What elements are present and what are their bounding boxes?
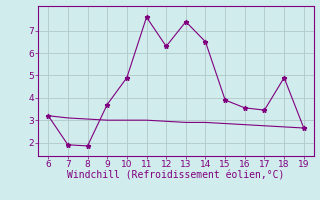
X-axis label: Windchill (Refroidissement éolien,°C): Windchill (Refroidissement éolien,°C) <box>67 171 285 181</box>
